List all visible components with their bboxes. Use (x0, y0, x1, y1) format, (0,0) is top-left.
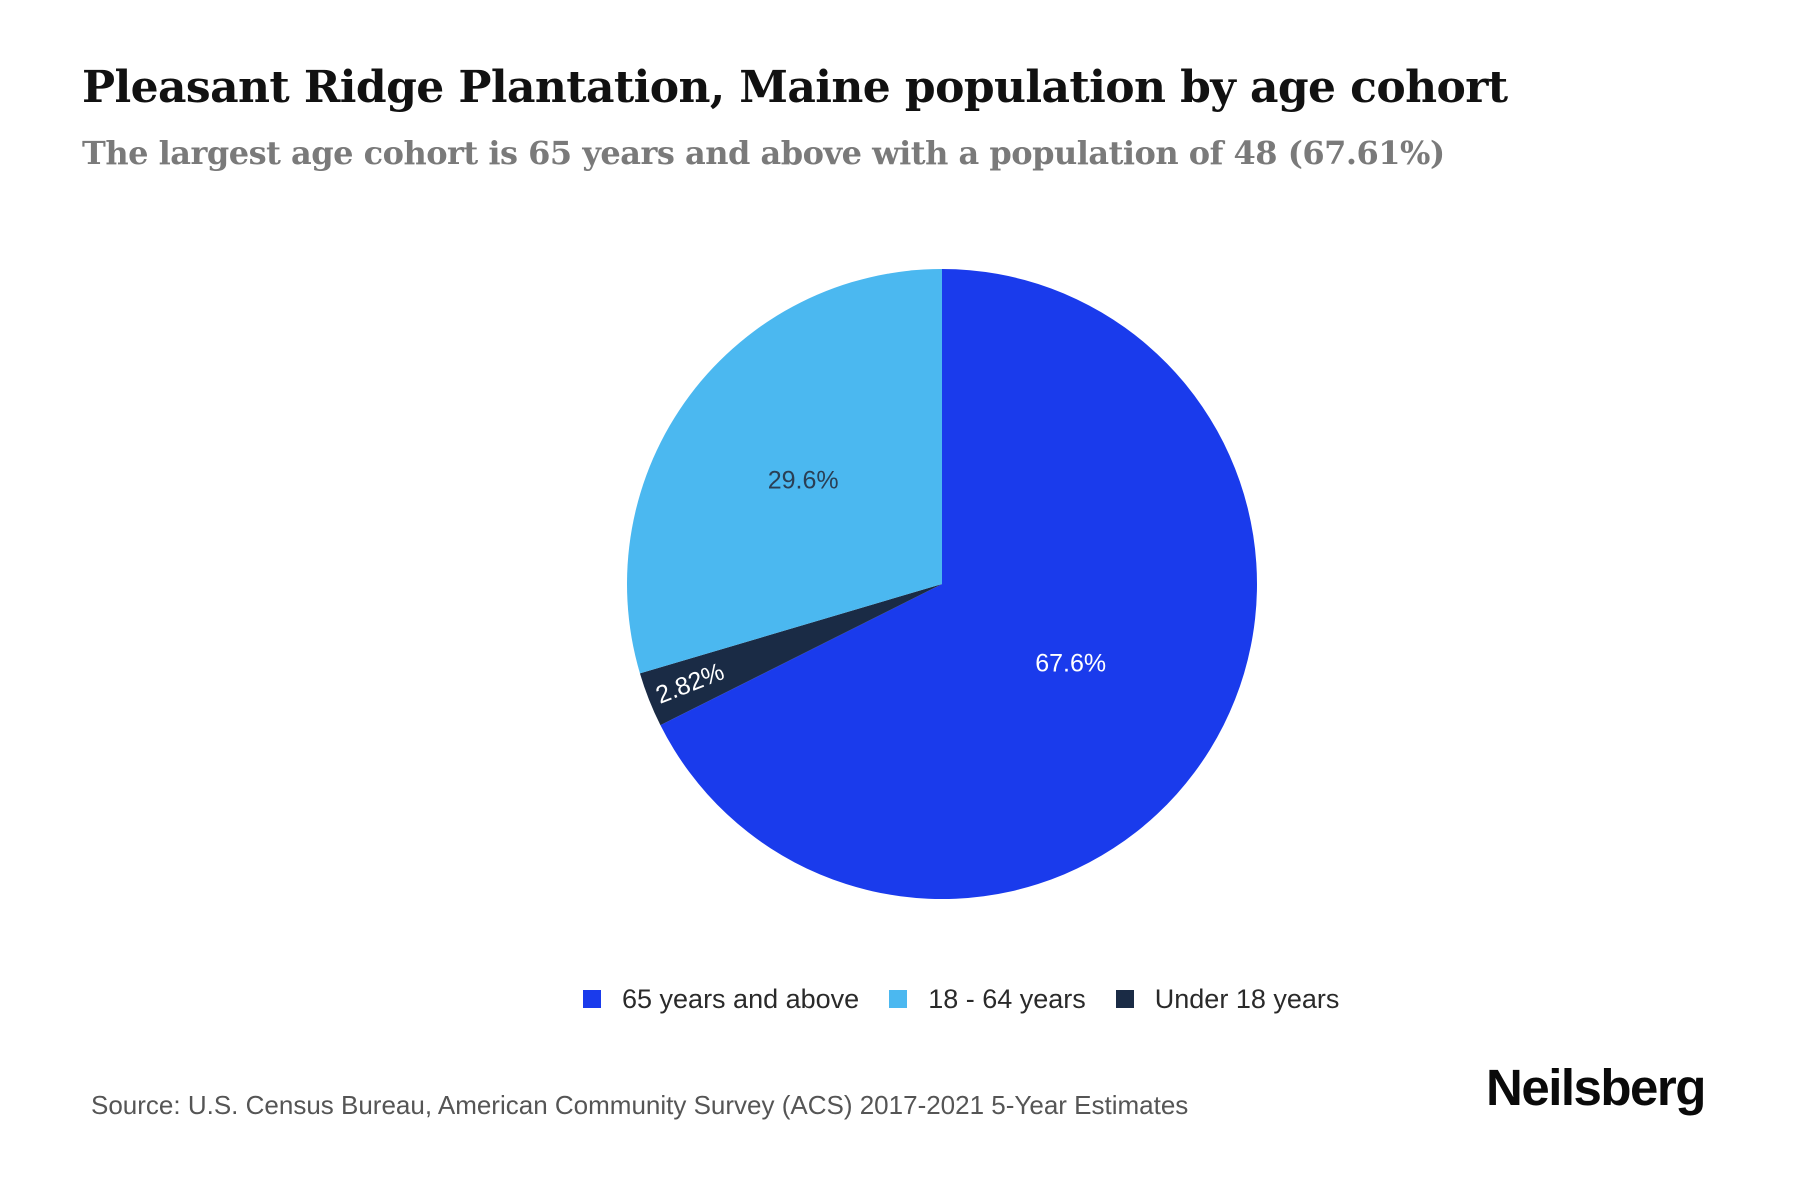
pie-slices (626, 269, 1257, 899)
legend-swatch-icon (889, 990, 908, 1008)
chart-title: Pleasant Ridge Plantation, Maine populat… (82, 62, 1508, 113)
legend-item-65-and-above[interactable]: 65 years and above (583, 984, 859, 1015)
pie-slice-65-years-and-above[interactable] (660, 269, 1257, 899)
brand-logo: Neilsberg (1486, 1059, 1706, 1116)
legend-swatch-icon (583, 990, 601, 1008)
slice-value-label: 67.6% (1035, 649, 1106, 677)
legend-item-under-18[interactable]: Under 18 years (1115, 983, 1340, 1015)
legend-label: Under 18 years (1154, 983, 1340, 1014)
legend-item-18-64[interactable]: 18 - 64 years (889, 984, 1086, 1015)
legend-label: 18 - 64 years (928, 983, 1086, 1014)
pie-slice-18-64-years[interactable] (626, 269, 942, 674)
legend-swatch-icon (1115, 990, 1134, 1008)
source-note: Source: U.S. Census Bureau, American Com… (91, 1090, 1189, 1120)
legend-label: 65 years and above (622, 983, 860, 1014)
legend: 65 years and above 18 - 64 years Under 1… (583, 982, 1369, 1016)
pie-slice-under-18-years[interactable] (639, 584, 942, 726)
chart-subtitle: The largest age cohort is 65 years and a… (82, 134, 1445, 172)
slice-value-label: 29.6% (768, 466, 839, 494)
